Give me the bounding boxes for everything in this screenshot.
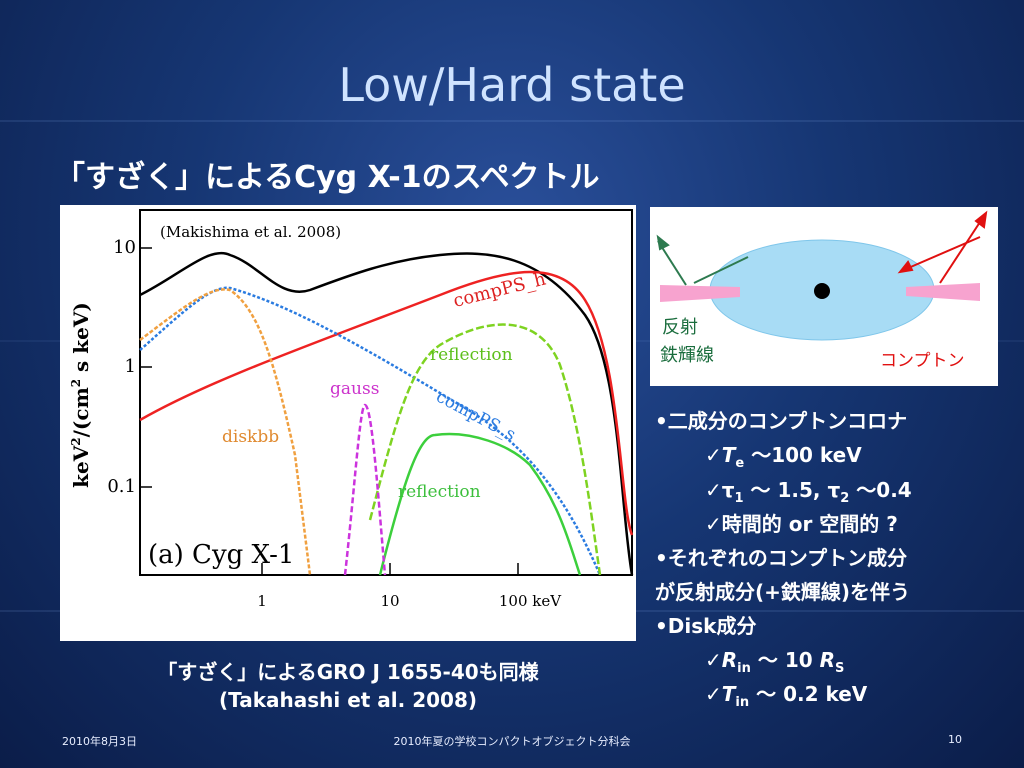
bullet: ✓τ1 ～ 1.5, τ2 ～0.4: [705, 474, 912, 506]
text: ✓: [705, 648, 722, 672]
text: ～ 1.5, τ: [743, 478, 841, 502]
bullet: •二成分のコンプトンコロナ: [655, 405, 907, 434]
subtitle: 「すざく」によるCyg X-1のスペクトル: [55, 160, 600, 195]
streak: [0, 120, 1024, 122]
x-tick-label: 10: [380, 592, 399, 610]
text: R: [819, 648, 836, 672]
compton-arrows: [897, 210, 988, 284]
page-number: 10: [948, 733, 962, 746]
compton-label: コンプトン: [880, 351, 965, 371]
spectrum-figure: (Makishima et al. 2008) keV2/(cm2 s keV)…: [60, 205, 636, 641]
text: T: [721, 682, 736, 706]
citation: (Makishima et al. 2008): [160, 223, 341, 241]
y-label-sup: 2: [69, 437, 83, 445]
curve-label: reflection: [398, 482, 481, 502]
subscript: 1: [734, 491, 744, 506]
footer-event: 2010年夏の学校コンパクトオブジェクト分科会: [393, 735, 631, 748]
text: ～ 0.2 keV: [749, 682, 868, 706]
text: •二成分のコンプトンコロナ: [655, 409, 908, 433]
panel-label: (a) Cyg X-1: [148, 540, 294, 570]
bullet: ✓Te ～100 keV: [705, 439, 862, 471]
text: •Disk成分: [655, 614, 757, 638]
caption: 「すざく」によるGRO J 1655-40も同様: [157, 660, 539, 684]
reflection-label: 反射: [662, 317, 698, 338]
reflection-arrows: [656, 234, 749, 286]
black-hole: [814, 283, 830, 299]
text: ～100 keV: [744, 443, 862, 467]
y-label-sup: 2: [69, 379, 83, 387]
subscript: 2: [840, 491, 850, 506]
text: ～ 10: [750, 648, 820, 672]
corona-diagram: 反射 鉄輝線 コンプトン: [650, 207, 998, 386]
text: ✓: [705, 682, 722, 706]
text: ✓: [705, 443, 722, 467]
title: Low/Hard state: [338, 58, 686, 112]
subscript: in: [735, 695, 750, 710]
footer-date: 2010年8月3日: [62, 735, 137, 748]
ticks: [140, 247, 519, 575]
y-tick-label: 0.1: [107, 476, 136, 497]
disk-left: [660, 285, 740, 302]
caption: (Takahashi et al. 2008): [219, 688, 477, 712]
subscript: S: [835, 661, 845, 676]
iron-line-label: 鉄輝線: [660, 345, 714, 366]
y-label-part: s keV): [69, 302, 93, 379]
y-tick-label: 1: [125, 356, 136, 377]
text: ～0.4: [849, 478, 912, 502]
curve-label: gauss: [330, 379, 379, 399]
text: ✓時間的 or 空間的 ?: [705, 512, 898, 536]
x-tick-label: 100 keV: [499, 592, 562, 610]
text: ✓τ: [705, 478, 735, 502]
text: T: [721, 443, 736, 467]
plot-frame: [139, 209, 633, 576]
bullet: •Disk成分: [655, 610, 756, 639]
bullet: が反射成分(+鉄輝線)を伴う: [655, 576, 910, 605]
y-label-part: /(cm: [69, 387, 93, 437]
text: R: [721, 648, 738, 672]
curve-label: reflection: [430, 345, 513, 365]
curve-label: diskbb: [222, 427, 279, 447]
bullet: ✓Rin ～ 10 RS: [705, 644, 844, 676]
text: が反射成分(+鉄輝線)を伴う: [655, 580, 911, 604]
x-tick-label: 1: [257, 592, 267, 610]
bullet: •それぞれのコンプトン成分: [655, 542, 907, 571]
y-axis-label: keV2/(cm2 s keV): [69, 302, 93, 488]
y-tick-label: 10: [113, 237, 136, 258]
spectrum-curves: [139, 251, 634, 576]
subscript: in: [737, 661, 751, 676]
figure-bg: [60, 205, 636, 641]
y-label-part: keV: [69, 445, 93, 488]
bullet: ✓Tin ～ 0.2 keV: [705, 678, 867, 710]
disk-right: [906, 283, 980, 301]
subscript: e: [735, 456, 745, 471]
text: •それぞれのコンプトン成分: [655, 546, 908, 570]
bullet: ✓時間的 or 空間的 ?: [705, 508, 898, 537]
